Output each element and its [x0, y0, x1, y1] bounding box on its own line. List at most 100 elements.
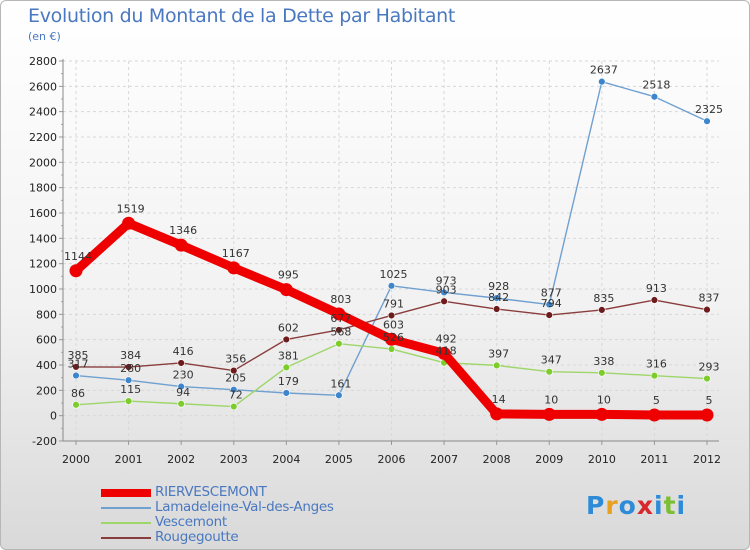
data-label: 995 [278, 269, 299, 282]
data-label: 381 [278, 349, 299, 362]
data-point [598, 77, 606, 86]
x-tick-label: 2002 [167, 453, 195, 466]
data-label: 72 [229, 389, 243, 402]
x-tick-label: 2007 [430, 453, 458, 466]
data-label: 603 [383, 318, 404, 331]
legend-swatch [101, 489, 151, 497]
data-point [703, 374, 711, 383]
data-point [282, 335, 291, 344]
data-point [282, 363, 291, 372]
data-label: 416 [173, 345, 194, 358]
x-tick-label: 2003 [220, 453, 248, 466]
data-point [437, 346, 451, 360]
data-label: 384 [120, 349, 141, 362]
data-label: 1025 [380, 268, 408, 281]
data-label: 794 [541, 297, 562, 310]
data-label: 10 [597, 393, 611, 406]
y-tick-label: 2600 [29, 80, 57, 93]
data-point [230, 366, 238, 375]
data-point [387, 282, 396, 290]
data-label: 913 [646, 282, 667, 295]
y-tick-label: 200 [36, 384, 57, 397]
data-point [647, 408, 661, 422]
logo-letter: x [636, 491, 654, 520]
x-tick-label: 2011 [640, 453, 668, 466]
data-point [545, 368, 553, 376]
data-point [650, 296, 659, 304]
y-tick-label: 600 [36, 334, 57, 347]
y-tick-label: 800 [36, 308, 57, 321]
data-label: 5 [706, 394, 713, 407]
data-label: 803 [330, 293, 351, 306]
logo-letter: i [654, 491, 664, 520]
data-point [387, 311, 396, 320]
y-tick-label: 1400 [29, 232, 57, 245]
logo-letter: i [676, 491, 687, 520]
data-label-layer: 1144 1519 1346 1167 995 803 603 492 14 10 10 5 5 317 2… [64, 64, 723, 407]
data-label: 316 [646, 358, 667, 371]
data-point [230, 402, 238, 411]
data-label: 14 [492, 393, 506, 406]
data-point [703, 305, 711, 314]
data-point [440, 288, 448, 297]
data-label: 2325 [695, 103, 723, 116]
data-point [440, 297, 448, 305]
data-label: 1167 [222, 247, 250, 260]
data-point [335, 326, 343, 334]
data-label: 161 [330, 377, 351, 390]
chart-unit: (en €) [28, 30, 61, 43]
data-label: 385 [68, 349, 89, 362]
logo-letter: P [586, 491, 606, 520]
data-label: 397 [488, 347, 509, 360]
proxiti-logo: Proxiti [586, 491, 686, 520]
data-label: 317 [68, 358, 89, 371]
x-tick-label: 2010 [588, 453, 616, 466]
data-label: 115 [120, 383, 141, 396]
logo-letter: t [663, 491, 677, 520]
legend-swatch [101, 537, 151, 539]
y-tick-label: 1000 [29, 283, 57, 296]
data-point [72, 363, 80, 371]
data-label: 5 [653, 394, 660, 407]
data-point [335, 340, 343, 348]
data-label: 526 [383, 331, 404, 344]
data-point [177, 359, 185, 367]
data-point [703, 117, 711, 125]
y-tick-label: 1800 [29, 182, 57, 195]
data-point [545, 300, 553, 309]
x-tick-label: 2008 [483, 453, 511, 466]
data-label: 837 [699, 292, 720, 305]
data-point [72, 371, 80, 380]
data-point [598, 306, 606, 314]
data-label: 973 [436, 274, 457, 287]
data-label: 205 [225, 372, 246, 385]
data-label: 94 [176, 386, 190, 399]
data-point [282, 389, 291, 397]
y-tick-label: 1600 [29, 207, 57, 220]
data-label: 1144 [64, 250, 92, 263]
x-tick-label: 2012 [693, 453, 721, 466]
data-point [230, 386, 238, 394]
data-point [227, 261, 241, 275]
data-label: 492 [436, 332, 457, 345]
data-point [492, 294, 501, 302]
series-layer [69, 77, 714, 422]
y-tick-label: 2000 [29, 156, 57, 169]
logo-letter: o [618, 491, 637, 520]
x-tick-label: 2004 [272, 453, 300, 466]
data-label: 1346 [169, 224, 197, 237]
data-point [650, 371, 659, 380]
data-point [279, 283, 293, 297]
data-label: 280 [120, 362, 141, 375]
legend-label: Vescemont [155, 514, 227, 530]
y-tick-label: -200 [32, 435, 57, 448]
legend-swatch [101, 507, 151, 509]
y-tick-label: 2800 [29, 55, 57, 68]
axis-layer: -200 0 200 400 600 800 1000 1200 1400 1600 1800 200… [29, 55, 721, 466]
data-label: 903 [436, 283, 457, 296]
legend-label: RIERVESCEMONT [155, 484, 267, 500]
data-label: 86 [71, 387, 85, 400]
data-point [335, 391, 343, 399]
data-point [650, 93, 659, 101]
